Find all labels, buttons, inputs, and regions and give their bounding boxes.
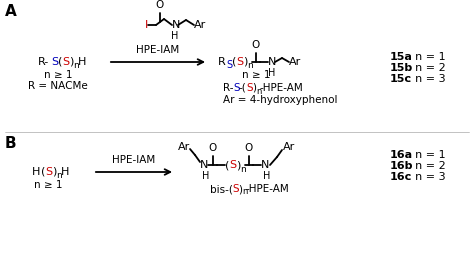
Text: S: S [246, 83, 253, 93]
Text: ): ) [236, 160, 240, 170]
Text: 15a: 15a [390, 52, 413, 62]
Text: A: A [5, 5, 17, 20]
Text: (: ( [41, 167, 46, 177]
Text: (: ( [225, 160, 229, 170]
Text: O: O [209, 143, 217, 153]
Text: 16b: 16b [390, 161, 413, 171]
Text: S: S [232, 184, 238, 194]
Text: H: H [78, 57, 86, 67]
Text: O: O [245, 143, 253, 153]
Text: n: n [242, 187, 247, 196]
Text: Ar: Ar [178, 142, 190, 152]
Text: : n = 3: : n = 3 [408, 74, 446, 84]
Text: HPE-IAM: HPE-IAM [112, 155, 155, 165]
Text: -(: -( [239, 83, 247, 93]
Text: : n = 3: : n = 3 [408, 172, 446, 182]
Text: Ar: Ar [283, 142, 295, 152]
Text: n: n [73, 61, 79, 70]
Text: O: O [156, 0, 164, 10]
Text: S: S [236, 57, 243, 67]
Text: H: H [32, 167, 40, 177]
Text: N: N [200, 160, 209, 170]
Text: 16a: 16a [390, 150, 413, 160]
Text: N: N [261, 160, 269, 170]
Text: H: H [61, 167, 69, 177]
Text: 16c: 16c [390, 172, 412, 182]
Text: HPE-IAM: HPE-IAM [137, 45, 180, 55]
Text: : n = 1: : n = 1 [408, 52, 446, 62]
Text: Ar: Ar [289, 57, 301, 67]
Text: R-: R- [223, 83, 234, 93]
Text: ): ) [69, 57, 73, 67]
Text: : n = 2: : n = 2 [408, 161, 446, 171]
Text: I: I [145, 20, 148, 30]
Text: R: R [218, 57, 226, 67]
Text: H: H [171, 31, 179, 41]
Text: n: n [247, 61, 253, 70]
Text: S: S [226, 60, 232, 70]
Text: H: H [264, 171, 271, 181]
Text: -HPE-AM: -HPE-AM [246, 184, 290, 194]
Text: 15b: 15b [390, 63, 413, 73]
Text: bis-(: bis-( [210, 184, 233, 194]
Text: ): ) [52, 167, 56, 177]
Text: N: N [172, 20, 181, 30]
Text: S: S [51, 57, 58, 67]
Text: : n = 2: : n = 2 [408, 63, 446, 73]
Text: n: n [56, 172, 62, 181]
Text: R-: R- [38, 57, 49, 67]
Text: ): ) [252, 83, 256, 93]
Text: (: ( [58, 57, 63, 67]
Text: N: N [268, 57, 276, 67]
Text: R = NACMe: R = NACMe [28, 81, 88, 91]
Text: Ar = 4-hydroxyphenol: Ar = 4-hydroxyphenol [223, 95, 337, 105]
Text: O: O [252, 40, 260, 50]
Text: n ≥ 1: n ≥ 1 [242, 70, 270, 80]
Text: Ar: Ar [194, 20, 206, 30]
Text: S: S [233, 83, 240, 93]
Text: S: S [45, 167, 52, 177]
Text: H: H [268, 68, 276, 78]
Text: B: B [5, 137, 17, 152]
Text: 15c: 15c [390, 74, 412, 84]
Text: : n = 1: : n = 1 [408, 150, 446, 160]
Text: S: S [229, 160, 236, 170]
Text: n: n [240, 165, 246, 174]
Text: S: S [62, 57, 69, 67]
Text: -HPE-AM: -HPE-AM [260, 83, 304, 93]
Text: n: n [256, 86, 261, 95]
Text: n ≥ 1: n ≥ 1 [44, 70, 72, 80]
Text: n ≥ 1: n ≥ 1 [34, 180, 62, 190]
Text: ): ) [238, 184, 242, 194]
Text: (: ( [232, 57, 237, 67]
Text: ): ) [243, 57, 247, 67]
Text: H: H [202, 171, 210, 181]
